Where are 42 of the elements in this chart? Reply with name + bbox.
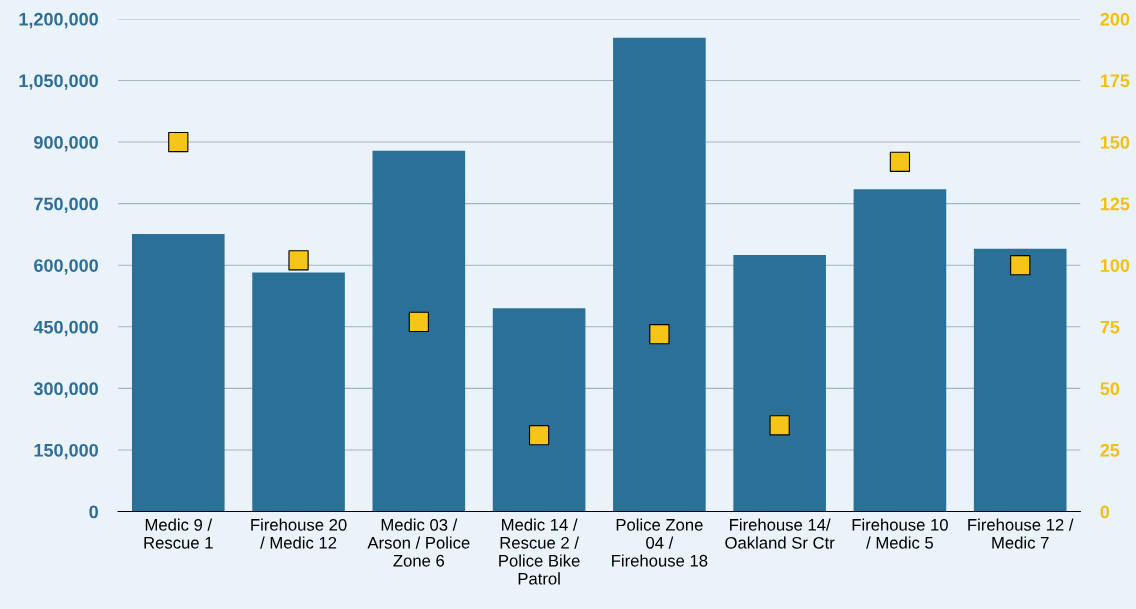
y2-tick-label: 200 — [1100, 12, 1130, 26]
y-tick-label: 1,050,000 — [19, 74, 98, 90]
x-tick-label: Firehouse 12 / Medic 7 — [968, 518, 1074, 549]
point — [288, 250, 309, 271]
point — [1010, 255, 1031, 276]
y2-tick-label: 125 — [1100, 197, 1130, 211]
x-tick-label: Medic 9 / Rescue 1 — [144, 518, 213, 549]
x-tick-label: Firehouse 14/ Oakland Sr Ctr — [725, 518, 835, 549]
y2-tick-label: 100 — [1100, 259, 1130, 272]
y-tick-label: 0 — [89, 505, 98, 519]
point — [528, 425, 550, 446]
y2-tick-label: 50 — [1100, 382, 1120, 396]
x-tick-label: Firehouse 20 / Medic 12 — [251, 518, 347, 549]
bar — [733, 254, 826, 512]
y-tick-label: 750,000 — [34, 197, 98, 213]
point — [769, 415, 790, 436]
y-tick-label: 150,000 — [34, 443, 98, 460]
y-tick-label: 1,200,000 — [19, 12, 98, 29]
bar — [853, 189, 947, 512]
point — [408, 311, 429, 333]
y-tick-label: 300,000 — [33, 382, 98, 398]
y2-tick-label: 175 — [1100, 74, 1130, 88]
y-tick-label: 450,000 — [33, 320, 98, 337]
x-tick-label: Medic 03 / Arson / Police Zone 6 — [367, 518, 470, 567]
point — [168, 131, 189, 153]
x-tick-label: Police Zone 04 / Firehouse 18 — [612, 518, 708, 567]
y2-tick-label: 0 — [1100, 505, 1110, 519]
bar — [613, 37, 706, 512]
y-tick-label: 600,000 — [34, 259, 98, 275]
y2-tick-label: 150 — [1100, 135, 1130, 149]
y-tick-label: 900,000 — [34, 135, 98, 152]
x-tick-label: Medic 14 / Rescue 2 / Police Bike Patrol — [499, 518, 580, 585]
point — [649, 324, 670, 345]
bar — [372, 150, 466, 512]
bar — [973, 248, 1067, 512]
bar — [131, 234, 225, 512]
y2-tick-label: 75 — [1100, 320, 1120, 334]
bar — [492, 308, 586, 512]
point — [889, 151, 911, 172]
x-tick-label: Firehouse 10 / Medic 5 — [852, 518, 948, 549]
bar — [252, 272, 345, 512]
y2-tick-label: 25 — [1100, 443, 1120, 457]
